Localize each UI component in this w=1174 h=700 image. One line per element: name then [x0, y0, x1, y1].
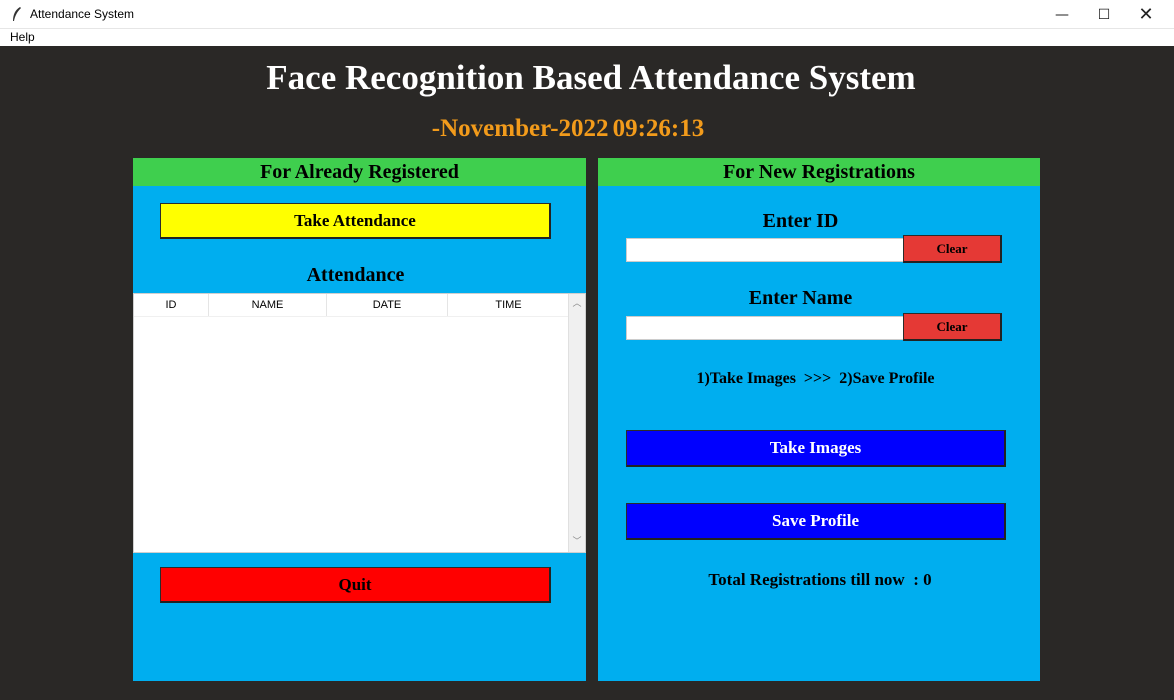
name-input[interactable]: [626, 316, 904, 340]
date-time-display: -November-2022 09:26:13: [0, 115, 1136, 143]
attendance-table-header: ID NAME DATE TIME: [134, 294, 570, 317]
column-header-time[interactable]: TIME: [495, 299, 522, 311]
clear-name-button[interactable]: Clear: [903, 313, 1002, 341]
registered-panel: For Already Registered Take Attendance A…: [133, 158, 586, 681]
minimize-button[interactable]: —: [1055, 6, 1069, 23]
take-attendance-button[interactable]: Take Attendance: [160, 203, 551, 239]
column-header-id[interactable]: ID: [134, 294, 209, 316]
attendance-table[interactable]: ID NAME DATE TIME ︿ ﹀: [133, 293, 586, 553]
menu-bar: Help: [0, 29, 1174, 46]
clear-id-button[interactable]: Clear: [903, 235, 1002, 263]
date-text: -November-2022: [431, 115, 609, 142]
close-button[interactable]: ✕: [1138, 4, 1154, 25]
attendance-label: Attendance: [306, 264, 405, 286]
page-title: Face Recognition Based Attendance System: [266, 58, 916, 97]
new-registration-panel: For New Registrations Enter ID Clear Ent…: [598, 158, 1040, 681]
table-scrollbar[interactable]: ︿ ﹀: [568, 294, 585, 552]
enter-name-label: Enter Name: [748, 287, 853, 309]
window-title: Attendance System: [30, 7, 135, 21]
take-images-button[interactable]: Take Images: [626, 430, 1006, 467]
id-input[interactable]: [626, 238, 904, 262]
scroll-down-icon[interactable]: ﹀: [572, 537, 582, 547]
menu-help[interactable]: Help: [10, 30, 35, 44]
enter-id-label: Enter ID: [762, 210, 839, 232]
quit-button[interactable]: Quit: [160, 567, 551, 603]
maximize-button[interactable]: ☐: [1097, 6, 1111, 23]
time-text: 09:26:13: [612, 115, 705, 142]
save-profile-button[interactable]: Save Profile: [626, 503, 1006, 540]
new-registration-panel-heading: For New Registrations: [598, 158, 1040, 186]
steps-instructions: 1)Take Images >>> 2)Save Profile: [696, 370, 935, 387]
registered-panel-heading: For Already Registered: [133, 158, 586, 186]
column-header-date[interactable]: DATE: [327, 294, 448, 316]
window-titlebar: Attendance System — ☐ ✕: [0, 0, 1174, 29]
column-header-name[interactable]: NAME: [209, 294, 327, 316]
scroll-up-icon[interactable]: ︿: [572, 299, 582, 309]
feather-icon: [13, 7, 21, 21]
total-registrations-text: Total Registrations till now : 0: [708, 570, 932, 589]
